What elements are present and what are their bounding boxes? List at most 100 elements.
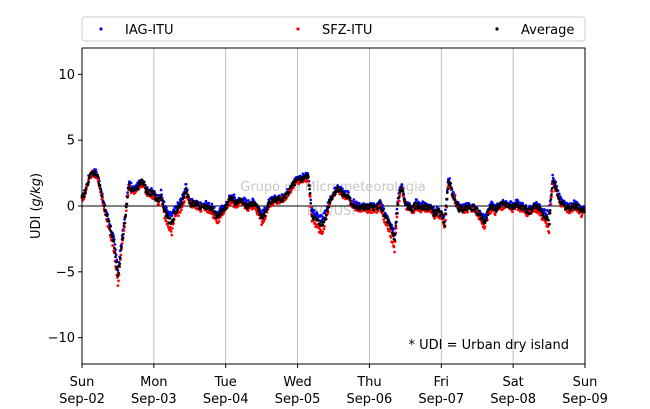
point-average [123,221,126,225]
point-average [83,195,86,199]
point-average [171,220,175,224]
point-average [324,217,328,220]
point-sfz-itu [169,230,173,233]
point-average [111,235,114,239]
point-average [549,198,553,201]
point-sfz-itu [395,215,399,219]
point-sfz-itu [398,199,401,203]
point-average [401,189,405,193]
point-sfz-itu [228,203,232,207]
point-average [114,260,118,264]
point-sfz-itu [163,217,167,221]
x-tick-label-date: Sep-03 [131,392,177,407]
point-average [441,216,445,220]
point-iag-itu [210,202,214,206]
point-average [117,265,121,268]
point-average [448,181,452,185]
point-average [562,202,566,206]
point-sfz-itu [263,217,267,221]
point-average [178,206,181,209]
point-average [402,192,405,196]
point-sfz-itu [386,224,389,227]
x-tick-label-day: Wed [283,375,311,390]
legend-label-iag-itu: IAG-ITU [125,23,174,38]
point-average [395,211,399,215]
point-average [485,216,489,219]
point-sfz-itu [392,245,396,249]
point-average [124,213,128,217]
point-average [307,184,311,188]
point-sfz-itu [133,191,137,195]
point-sfz-itu [546,225,550,229]
point-average [262,212,266,215]
point-average [239,200,243,204]
point-average [224,207,228,210]
point-sfz-itu [180,208,183,212]
point-average [179,204,183,207]
point-sfz-itu [309,205,313,209]
point-average [392,234,395,238]
point-average [486,213,490,217]
point-average [390,227,393,231]
y-axis-label-prefix: UDI ( [29,206,44,239]
point-sfz-itu [199,209,203,213]
point-average [456,203,459,206]
point-sfz-itu [393,250,396,254]
x-tick-label-day: Tue [214,375,237,390]
legend-box [81,16,586,42]
point-iag-itu [315,211,319,214]
point-sfz-itu [101,197,104,200]
x-tick-label-date: Sep-08 [490,392,536,407]
point-iag-itu [320,214,323,217]
point-average [548,211,552,215]
point-iag-itu [352,198,356,201]
point-average [136,187,140,191]
point-average [224,205,228,208]
point-average [293,183,296,187]
point-sfz-itu [308,195,312,198]
point-sfz-itu [170,233,174,237]
point-sfz-itu [217,219,221,223]
point-average [108,226,111,230]
y-tick-label: −10 [48,331,75,346]
point-average [150,193,153,196]
point-average [121,232,125,236]
point-average [114,255,117,259]
point-average [300,179,304,183]
point-sfz-itu [428,210,432,213]
point-iag-itu [582,205,586,208]
point-average [395,220,398,224]
point-average [455,201,459,204]
legend: IAG-ITU SFZ-ITU Average [81,16,586,42]
point-sfz-itu [177,214,180,218]
point-iag-itu [415,198,419,202]
legend-label-sfz-itu: SFZ-ITU [322,23,372,38]
point-average [480,217,484,221]
point-average [290,185,293,189]
point-average [182,196,186,200]
x-tick-label-date: Sep-05 [275,392,321,407]
udi-annotation: * UDI = Urban dry island [409,338,569,353]
point-average [261,216,265,220]
point-average [336,185,340,189]
point-average [83,188,87,192]
x-tick-label-day: Sun [70,375,95,390]
point-average [86,183,90,187]
point-average [119,248,123,252]
point-average [348,196,352,199]
point-average [540,210,544,214]
point-average [186,193,190,197]
point-sfz-itu [402,195,405,198]
point-average [154,194,158,197]
point-average [143,183,147,187]
point-average [275,200,278,204]
point-sfz-itu [580,213,584,217]
point-sfz-itu [388,230,392,233]
point-average [475,206,479,210]
point-average [152,190,156,194]
point-average [530,209,534,213]
point-average [185,189,189,193]
y-tick-label: 0 [67,200,75,215]
point-iag-itu [220,204,224,208]
